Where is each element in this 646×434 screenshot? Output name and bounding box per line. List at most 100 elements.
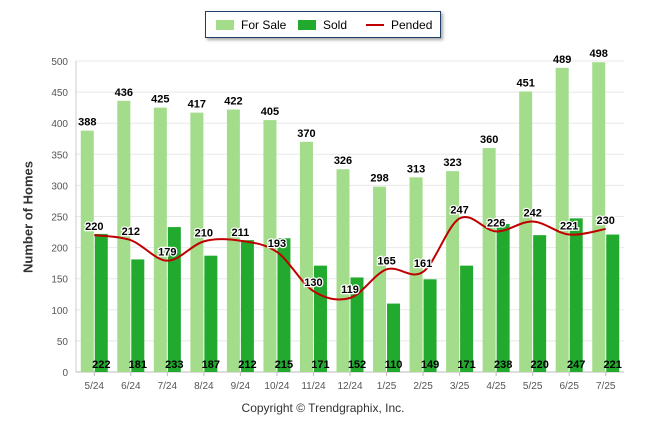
y-tick-label: 0 (62, 368, 68, 379)
for-sale-value-label: 425 (151, 94, 169, 106)
sold-value-label: 220 (530, 359, 548, 371)
pended-value-label: 179 (158, 247, 176, 259)
pended-value-label: 119 (341, 284, 359, 296)
legend-item-pended[interactable]: Pended (366, 12, 432, 37)
y-tick-label: 450 (51, 88, 68, 99)
for-sale-bar (482, 148, 496, 372)
for-sale-bar (117, 100, 131, 373)
x-tick-label: 8/24 (194, 381, 214, 392)
sold-swatch (298, 19, 316, 30)
pended-value-label: 212 (122, 226, 140, 238)
for-sale-bar (153, 107, 167, 373)
for-sale-bar (263, 120, 277, 372)
pended-value-label: 165 (377, 255, 395, 267)
for-sale-swatch (216, 19, 234, 30)
for-sale-value-label: 417 (188, 99, 206, 111)
sold-bar (94, 233, 108, 372)
for-sale-bar (336, 169, 350, 372)
x-tick-label: 12/24 (337, 381, 362, 392)
for-sale-bar (592, 62, 606, 373)
pended-line (94, 215, 606, 301)
sold-value-label: 171 (311, 359, 329, 371)
x-tick-label: 6/24 (121, 381, 141, 392)
x-tick-label: 4/25 (486, 381, 506, 392)
x-tick-label: 5/24 (85, 381, 105, 392)
legend: For Sale Sold Pended (205, 11, 441, 38)
pended-value-label: 226 (487, 217, 505, 229)
sold-bar (460, 265, 474, 372)
sold-value-label: 221 (604, 359, 622, 371)
pended-value-label: 221 (560, 221, 578, 233)
y-tick-label: 350 (51, 150, 68, 161)
x-tick-label: 9/24 (231, 381, 251, 392)
pended-value-label: 193 (268, 238, 286, 250)
for-sale-bar (190, 112, 204, 372)
legend-label-for-sale: For Sale (241, 17, 287, 32)
pended-value-label: 211 (232, 227, 250, 239)
sold-bar (350, 277, 364, 372)
sold-value-label: 152 (348, 359, 366, 371)
y-tick-label: 150 (51, 275, 68, 286)
legend-label-pended: Pended (391, 17, 433, 32)
for-sale-value-label: 422 (224, 96, 242, 108)
for-sale-value-label: 313 (407, 163, 425, 175)
legend-item-for-sale[interactable]: For Sale (216, 12, 286, 37)
x-tick-label: 10/24 (264, 381, 289, 392)
pended-value-label: 247 (450, 204, 468, 216)
sold-bar (423, 279, 437, 372)
y-tick-label: 250 (51, 213, 68, 224)
for-sale-value-label: 451 (516, 77, 534, 89)
pended-value-label: 161 (414, 258, 432, 270)
sold-value-label: 212 (238, 359, 256, 371)
x-tick-label: 11/24 (301, 381, 326, 392)
x-tick-label: 5/25 (523, 381, 543, 392)
sold-value-label: 222 (92, 359, 110, 371)
for-sale-bar (519, 91, 533, 372)
for-sale-value-label: 489 (553, 54, 571, 66)
sold-value-label: 110 (385, 359, 403, 371)
sold-bar (204, 255, 218, 372)
sold-value-label: 247 (567, 359, 585, 371)
for-sale-value-label: 405 (261, 106, 279, 118)
copyright-text: Copyright © Trendgraphix, Inc. (241, 401, 405, 415)
sold-bar (533, 235, 547, 372)
x-tick-label: 7/24 (158, 381, 178, 392)
x-tick-label: 1/25 (377, 381, 397, 392)
for-sale-bar (373, 186, 387, 372)
for-sale-bar (555, 67, 569, 372)
sold-bar (240, 240, 254, 372)
for-sale-bar (299, 141, 313, 372)
sold-value-label: 233 (165, 359, 183, 371)
pended-value-label: 242 (523, 207, 541, 219)
sold-value-label: 171 (457, 359, 475, 371)
sold-bar (569, 218, 583, 372)
x-tick-label: 2/25 (413, 381, 433, 392)
y-tick-label: 500 (51, 57, 68, 68)
for-sale-bar (446, 171, 460, 372)
for-sale-value-label: 360 (480, 134, 498, 146)
y-tick-label: 300 (51, 181, 68, 192)
sold-bar (167, 227, 181, 372)
for-sale-value-label: 498 (590, 48, 608, 60)
x-tick-label: 7/25 (596, 381, 616, 392)
sold-value-label: 238 (494, 359, 512, 371)
sold-value-label: 149 (421, 359, 439, 371)
for-sale-bar (80, 130, 94, 372)
for-sale-value-label: 370 (297, 128, 315, 140)
for-sale-value-label: 388 (78, 117, 96, 129)
y-tick-label: 400 (51, 119, 68, 130)
for-sale-value-label: 298 (370, 173, 388, 185)
for-sale-value-label: 436 (115, 87, 133, 99)
pended-value-label: 130 (304, 277, 322, 289)
for-sale-value-label: 326 (334, 155, 352, 167)
pended-value-label: 210 (195, 227, 213, 239)
legend-item-sold[interactable]: Sold (298, 12, 347, 37)
sold-bar (387, 303, 401, 372)
y-tick-label: 100 (51, 306, 68, 317)
sold-bar (131, 259, 145, 372)
for-sale-value-label: 323 (443, 157, 461, 169)
sold-bar (496, 223, 510, 372)
y-axis-label: Number of Homes (20, 161, 36, 273)
legend-label-sold: Sold (323, 17, 348, 32)
